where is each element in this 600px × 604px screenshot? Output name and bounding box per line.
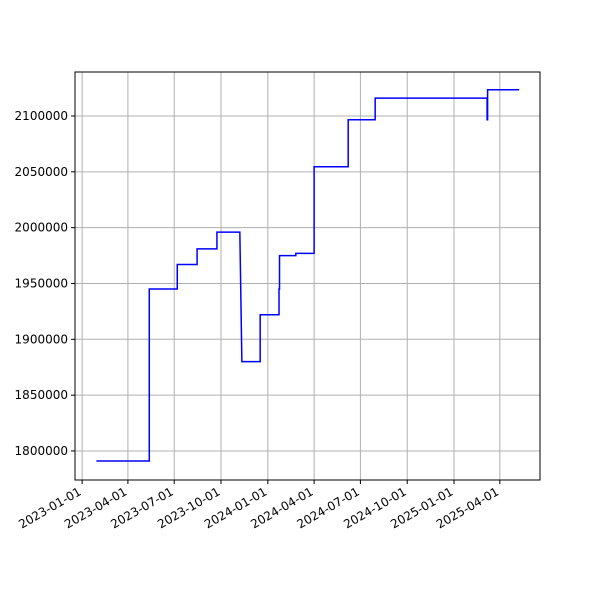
- plot-frame: [74, 71, 541, 481]
- y-tick-label: 2050000: [15, 165, 68, 179]
- y-tick-label: 2000000: [15, 221, 68, 235]
- y-tick-label: 1950000: [15, 276, 68, 290]
- data-line: [96, 89, 520, 462]
- y-tick-label: 1800000: [15, 444, 68, 458]
- y-tick-label: 1850000: [15, 388, 68, 402]
- y-tick-label: 2100000: [15, 109, 68, 123]
- y-tick-label: 1900000: [15, 332, 68, 346]
